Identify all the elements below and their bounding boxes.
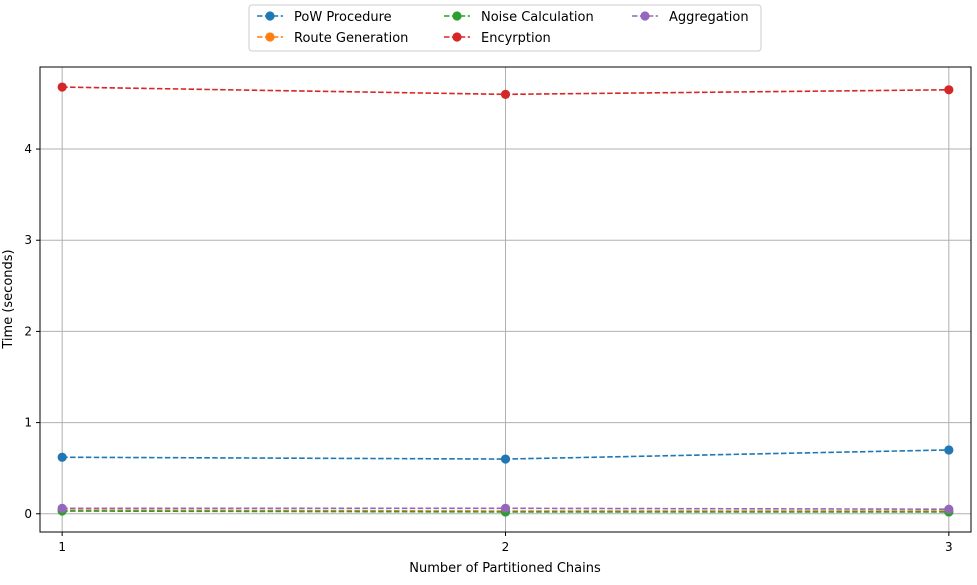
series-pow-procedure	[57, 445, 954, 464]
series-encyrption	[57, 82, 954, 99]
data-point-encyrption	[57, 82, 67, 92]
y-axis-ticks: 0 1 2 3 4	[24, 142, 40, 521]
data-point-aggregation	[500, 503, 511, 513]
data-point-pow-procedure	[57, 452, 67, 462]
legend-swatch-marker	[452, 32, 462, 42]
data-point-pow-procedure	[944, 445, 954, 455]
legend-label: Route Generation	[294, 31, 408, 46]
data-point-aggregation	[944, 504, 954, 514]
y-tick-label: 4	[24, 142, 32, 156]
x-tick-label: 1	[58, 540, 66, 554]
y-tick-label: 2	[24, 324, 32, 338]
data-point-encyrption	[944, 85, 954, 95]
data-point-aggregation	[57, 503, 67, 513]
legend-entry: Aggregation	[632, 10, 749, 25]
legend-entry: Encyrption	[444, 31, 551, 46]
x-tick-label: 2	[502, 540, 510, 554]
y-tick-label: 1	[24, 416, 32, 430]
legend: PoW Procedure Route Generation Noise Calcu…	[248, 4, 762, 52]
legend-entry: Route Generation	[257, 31, 408, 46]
data-point-pow-procedure	[500, 454, 511, 464]
legend-swatch-marker	[265, 11, 275, 21]
legend-label: PoW Procedure	[294, 10, 392, 25]
series-aggregation	[57, 503, 954, 514]
y-axis-label: Time (seconds)	[1, 249, 16, 349]
legend-swatch-marker	[640, 11, 650, 21]
x-axis-ticks: 1 2 3	[58, 532, 953, 554]
legend-label: Noise Calculation	[481, 10, 594, 25]
x-tick-label: 3	[945, 540, 953, 554]
legend-label: Aggregation	[669, 10, 749, 25]
data-point-encyrption	[500, 89, 511, 99]
legend-swatch-marker	[452, 11, 462, 21]
series-layer	[57, 82, 954, 517]
legend-entry: PoW Procedure	[257, 10, 392, 25]
y-tick-label: 3	[24, 233, 32, 247]
legend-entry: Noise Calculation	[444, 10, 594, 25]
legend-label: Encyrption	[481, 31, 551, 46]
legend-swatch-marker	[265, 32, 275, 42]
y-tick-label: 0	[24, 507, 32, 521]
x-axis-label: Number of Partitioned Chains	[409, 561, 601, 576]
grid	[40, 67, 971, 532]
